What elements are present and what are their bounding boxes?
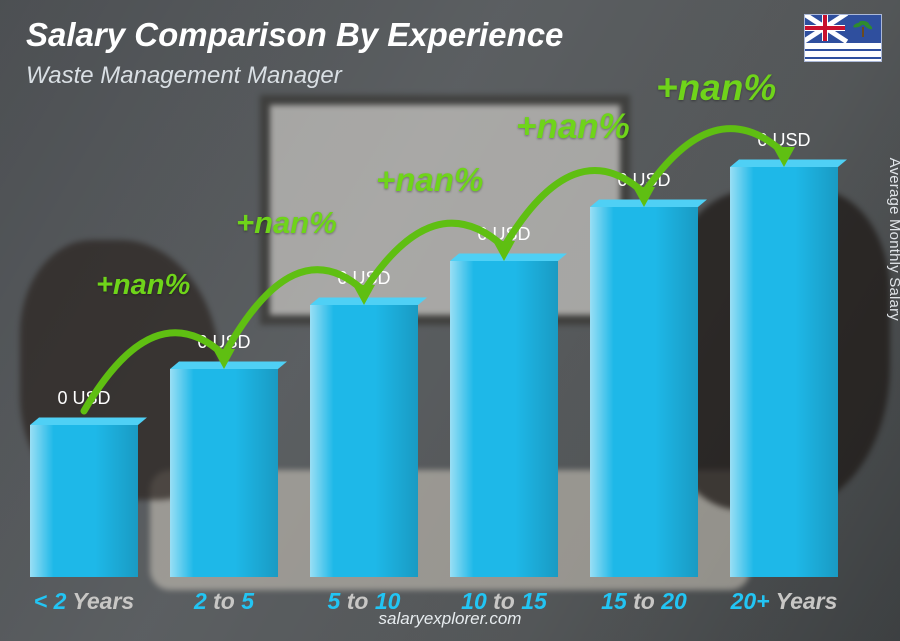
- bar: [30, 425, 138, 577]
- increase-label: +nan%: [96, 269, 190, 302]
- bar: [730, 167, 838, 577]
- flag-icon: [804, 14, 882, 62]
- increase-label: +nan%: [516, 107, 630, 147]
- page-subtitle: Waste Management Manager: [26, 62, 342, 90]
- bar-chart: 0 USD< 2 Years0 USD2 to 50 USD5 to 100 U…: [0, 100, 900, 577]
- increase-label: +nan%: [656, 67, 776, 109]
- increase-label: +nan%: [376, 161, 483, 199]
- footer-attribution: salaryexplorer.com: [0, 609, 900, 629]
- increase-label: +nan%: [236, 205, 337, 241]
- bar-slot: 0 USD20+ Years: [730, 167, 838, 577]
- chart-stage: Salary Comparison By Experience Waste Ma…: [0, 0, 900, 641]
- page-title: Salary Comparison By Experience: [26, 16, 563, 54]
- bar-slot: 0 USD< 2 Years: [30, 425, 138, 577]
